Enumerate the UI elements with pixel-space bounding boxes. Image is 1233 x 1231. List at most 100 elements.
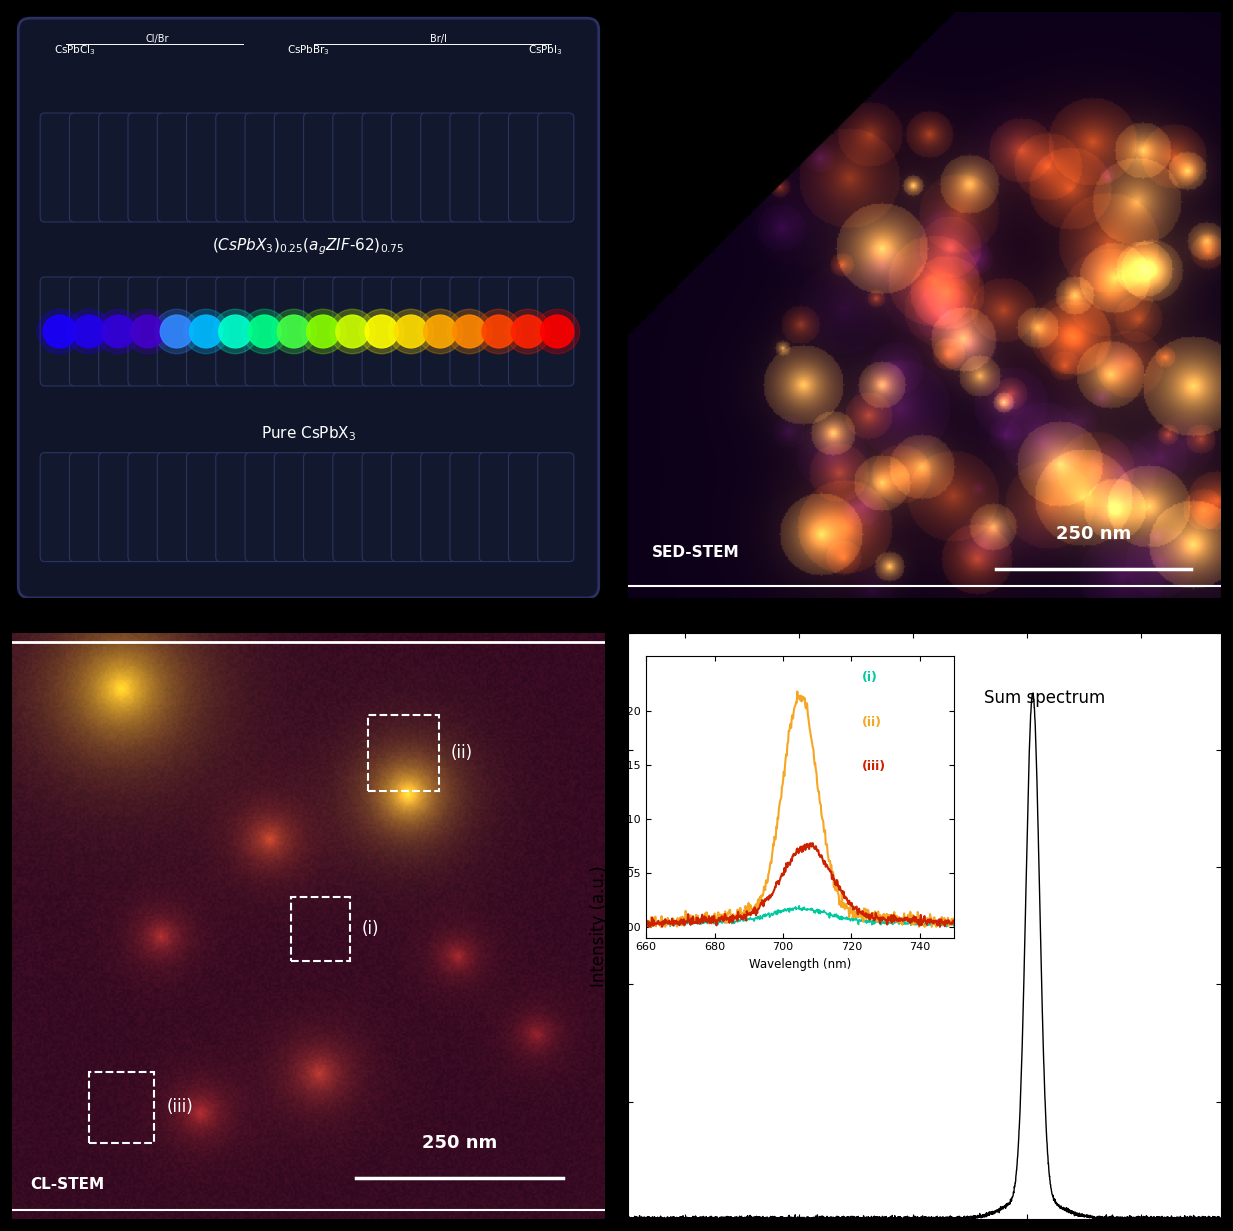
FancyBboxPatch shape <box>363 277 398 387</box>
Text: (i): (i) <box>361 920 380 938</box>
FancyBboxPatch shape <box>245 453 281 561</box>
Circle shape <box>307 315 340 348</box>
Circle shape <box>512 315 545 348</box>
FancyBboxPatch shape <box>450 113 486 222</box>
FancyBboxPatch shape <box>99 113 134 222</box>
Circle shape <box>67 309 111 353</box>
Text: CL-STEM: CL-STEM <box>30 1177 105 1193</box>
Text: Sum spectrum: Sum spectrum <box>984 689 1105 708</box>
Circle shape <box>541 315 573 348</box>
Circle shape <box>359 309 404 353</box>
FancyBboxPatch shape <box>216 113 252 222</box>
Circle shape <box>335 315 369 348</box>
Text: $(CsPbX_3)_{0.25}(a_gZIF$-$62)_{0.75}$: $(CsPbX_3)_{0.25}(a_gZIF$-$62)_{0.75}$ <box>212 236 404 257</box>
Circle shape <box>301 309 345 353</box>
Circle shape <box>535 309 580 353</box>
Circle shape <box>395 315 428 348</box>
Circle shape <box>271 309 317 353</box>
FancyBboxPatch shape <box>128 453 164 561</box>
FancyBboxPatch shape <box>538 277 573 387</box>
FancyBboxPatch shape <box>18 18 599 598</box>
FancyBboxPatch shape <box>450 277 486 387</box>
FancyBboxPatch shape <box>128 113 164 222</box>
Circle shape <box>101 315 134 348</box>
Circle shape <box>213 309 258 353</box>
FancyBboxPatch shape <box>480 453 515 561</box>
Circle shape <box>184 309 228 353</box>
Circle shape <box>73 315 106 348</box>
FancyBboxPatch shape <box>186 277 223 387</box>
FancyBboxPatch shape <box>333 113 369 222</box>
Circle shape <box>424 315 456 348</box>
FancyBboxPatch shape <box>41 453 76 561</box>
FancyBboxPatch shape <box>538 113 573 222</box>
FancyBboxPatch shape <box>363 453 398 561</box>
FancyBboxPatch shape <box>420 453 456 561</box>
FancyBboxPatch shape <box>508 453 545 561</box>
Text: 250 nm: 250 nm <box>422 1135 497 1152</box>
FancyBboxPatch shape <box>186 453 223 561</box>
Text: Pure CsPbX$_3$: Pure CsPbX$_3$ <box>261 425 356 443</box>
Text: CsPbBr$_3$: CsPbBr$_3$ <box>287 43 330 58</box>
Circle shape <box>160 315 194 348</box>
Circle shape <box>365 315 398 348</box>
Text: (ii): (ii) <box>450 744 472 762</box>
FancyBboxPatch shape <box>333 453 369 561</box>
FancyBboxPatch shape <box>216 453 252 561</box>
Circle shape <box>418 309 462 353</box>
Circle shape <box>242 309 287 353</box>
FancyBboxPatch shape <box>391 453 428 561</box>
FancyBboxPatch shape <box>303 277 340 387</box>
FancyBboxPatch shape <box>41 277 76 387</box>
Circle shape <box>506 309 550 353</box>
FancyBboxPatch shape <box>303 453 340 561</box>
FancyBboxPatch shape <box>274 113 311 222</box>
FancyBboxPatch shape <box>216 277 252 387</box>
FancyBboxPatch shape <box>99 453 134 561</box>
Circle shape <box>482 315 515 348</box>
Text: SED-STEM: SED-STEM <box>652 545 740 560</box>
FancyBboxPatch shape <box>158 113 194 222</box>
Bar <box>367 715 439 792</box>
FancyBboxPatch shape <box>69 453 106 561</box>
Circle shape <box>125 309 170 353</box>
Circle shape <box>37 309 83 353</box>
FancyBboxPatch shape <box>480 277 515 387</box>
FancyBboxPatch shape <box>391 277 428 387</box>
Text: CsPbCl$_3$: CsPbCl$_3$ <box>54 43 96 58</box>
Text: 250 nm: 250 nm <box>1055 526 1131 543</box>
FancyBboxPatch shape <box>333 277 369 387</box>
FancyBboxPatch shape <box>158 453 194 561</box>
Circle shape <box>388 309 434 353</box>
FancyBboxPatch shape <box>363 113 398 222</box>
FancyBboxPatch shape <box>420 113 456 222</box>
Circle shape <box>43 315 76 348</box>
Bar <box>291 896 350 961</box>
Circle shape <box>446 309 492 353</box>
Circle shape <box>476 309 522 353</box>
FancyBboxPatch shape <box>245 113 281 222</box>
FancyBboxPatch shape <box>186 113 223 222</box>
Circle shape <box>154 309 200 353</box>
FancyBboxPatch shape <box>158 277 194 387</box>
FancyBboxPatch shape <box>508 113 545 222</box>
FancyBboxPatch shape <box>480 113 515 222</box>
Circle shape <box>453 315 486 348</box>
Bar <box>89 1072 154 1142</box>
Circle shape <box>330 309 375 353</box>
FancyBboxPatch shape <box>508 277 545 387</box>
FancyBboxPatch shape <box>391 113 428 222</box>
Text: Cl/Br: Cl/Br <box>145 33 169 43</box>
FancyBboxPatch shape <box>274 453 311 561</box>
FancyBboxPatch shape <box>420 277 456 387</box>
FancyBboxPatch shape <box>450 453 486 561</box>
Circle shape <box>190 315 223 348</box>
FancyBboxPatch shape <box>69 113 106 222</box>
Text: (iii): (iii) <box>166 1098 194 1117</box>
Circle shape <box>277 315 311 348</box>
FancyBboxPatch shape <box>245 277 281 387</box>
Circle shape <box>218 315 252 348</box>
FancyBboxPatch shape <box>274 277 311 387</box>
Text: Br/I: Br/I <box>430 33 448 43</box>
FancyBboxPatch shape <box>303 113 340 222</box>
